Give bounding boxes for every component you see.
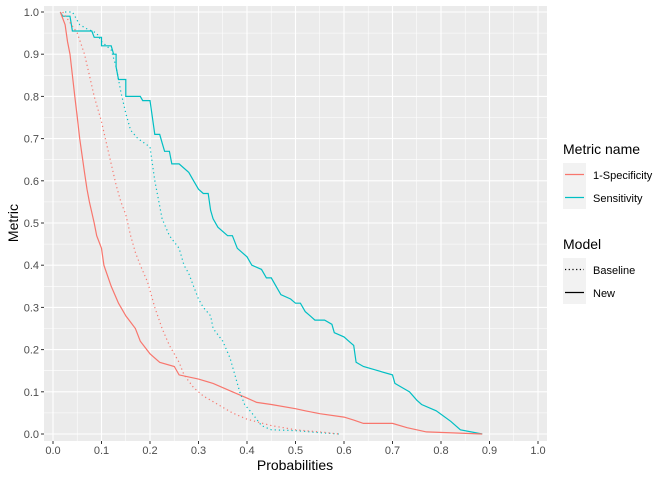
- y-tick-label: 0.1: [24, 387, 39, 399]
- y-tick-label: 0.5: [24, 218, 39, 230]
- y-tick-label: 0.4: [24, 260, 39, 272]
- grid: [44, 6, 547, 441]
- x-tick-label: 0.8: [433, 445, 448, 457]
- y-tick-label: 0.7: [24, 134, 39, 146]
- legend-key-bg: [563, 258, 586, 281]
- legend-label-sensitivity: Sensitivity: [593, 193, 643, 205]
- y-tick-label: 0.0: [24, 429, 39, 441]
- x-tick-label: 0.6: [336, 445, 351, 457]
- y-tick-label: 0.2: [24, 345, 39, 357]
- x-tick-label: 0.7: [385, 445, 400, 457]
- y-tick-label: 1.0: [24, 7, 39, 19]
- y-tick-label: 0.8: [24, 91, 39, 103]
- x-tick-label: 0.2: [142, 445, 157, 457]
- axes: 0.0 0.1 0.2 0.3 0.4 0.5 0.6 0.7 0.8 0.9 1.0 0.0 0.1 0…: [24, 7, 546, 457]
- x-tick-label: 1.0: [530, 445, 545, 457]
- x-tick-label: 0.3: [191, 445, 206, 457]
- legend-label-1-specificity: 1-Specificity: [593, 170, 653, 182]
- x-tick-label: 0.1: [94, 445, 109, 457]
- x-tick-label: 0.4: [239, 445, 254, 457]
- legend: Metric name 1-Specificity Sensitivity Mo…: [563, 141, 653, 304]
- y-tick-label: 0.3: [24, 302, 39, 314]
- y-tick-label: 0.9: [24, 49, 39, 61]
- x-tick-label: 0.5: [288, 445, 303, 457]
- legend-label-baseline: Baseline: [593, 265, 635, 277]
- legend-label-new: New: [593, 288, 615, 300]
- series-lines: [59, 11, 483, 435]
- y-tick-label: 0.6: [24, 176, 39, 188]
- x-tick-label: 0.9: [482, 445, 497, 457]
- x-tick-label: 0.0: [45, 445, 60, 457]
- legend-color-title: Metric name: [563, 141, 640, 157]
- series-1-specificity-new: [59, 11, 483, 435]
- series-sensitivity-baseline: [65, 11, 340, 435]
- legend-model-title: Model: [563, 236, 601, 252]
- y-axis-label: Metric: [5, 204, 21, 242]
- series-sensitivity-new: [59, 11, 483, 435]
- x-axis-label: Probabilities: [257, 457, 333, 473]
